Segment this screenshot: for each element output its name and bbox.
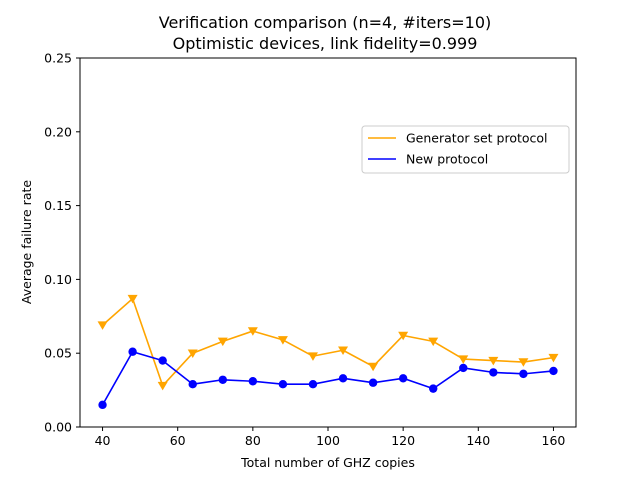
y-tick-label: 0.15: [44, 198, 72, 213]
data-point-generator-set: [488, 356, 499, 366]
x-tick-label: 100: [316, 433, 340, 448]
data-point-generator-set: [247, 327, 258, 336]
data-point-generator-set: [548, 353, 559, 363]
x-tick-label: 140: [466, 433, 490, 448]
y-axis-label: Average failure rate: [19, 180, 34, 304]
data-point-new-protocol: [459, 363, 468, 373]
data-point-new-protocol: [429, 384, 438, 393]
data-point-new-protocol: [158, 356, 167, 365]
legend-box: [361, 125, 570, 174]
legend-label-generator-set: Generator set protocol: [406, 131, 548, 146]
x-tick-label: 80: [245, 433, 261, 448]
data-point-generator-set: [458, 355, 469, 364]
x-tick-label: 160: [542, 433, 566, 448]
data-point-generator-set: [368, 362, 379, 372]
legend-label-new-protocol: New protocol: [406, 152, 488, 167]
y-axis: 0.00 0.05 0.10 0.15 0.20 0.25: [44, 51, 80, 435]
data-point-new-protocol: [188, 379, 197, 389]
series-new-protocol: [98, 347, 558, 410]
data-point-generator-set: [217, 337, 228, 347]
data-point-new-protocol: [398, 374, 408, 383]
y-tick-label: 0.20: [44, 124, 72, 139]
data-point-new-protocol: [128, 347, 137, 356]
chart-title: Verification comparison (n=4, #iters=10): [159, 13, 492, 32]
data-point-new-protocol: [248, 377, 258, 386]
y-tick-label: 0.00: [44, 420, 72, 435]
data-point-generator-set: [428, 337, 439, 347]
data-point-new-protocol: [368, 378, 378, 387]
chart-subtitle: Optimistic devices, link fidelity=0.999: [173, 34, 478, 53]
series-layer: [97, 294, 559, 410]
data-point-generator-set: [338, 346, 349, 355]
data-point-new-protocol: [489, 368, 498, 377]
data-point-generator-set: [518, 358, 529, 367]
series-line-new-protocol: [101, 350, 554, 406]
data-point-new-protocol: [549, 366, 558, 376]
x-axis-label: Total number of GHZ copies: [240, 455, 415, 470]
y-tick-label: 0.25: [44, 51, 72, 66]
data-point-generator-set: [97, 321, 108, 330]
data-point-new-protocol: [519, 369, 528, 379]
series-line-generator-set: [102, 297, 554, 387]
data-point-generator-set: [157, 381, 168, 391]
x-tick-label: 60: [170, 433, 186, 448]
legend: Generator set protocol New protocol: [361, 125, 570, 174]
data-point-new-protocol: [218, 375, 227, 384]
y-tick-label: 0.10: [44, 272, 72, 287]
data-point-generator-set: [307, 352, 318, 361]
data-point-generator-set: [187, 349, 198, 358]
data-point-new-protocol: [338, 374, 348, 383]
x-tick-label: 40: [95, 433, 111, 448]
data-point-new-protocol: [308, 379, 318, 389]
data-point-new-protocol: [278, 379, 288, 389]
data-point-generator-set: [398, 331, 409, 341]
data-point-generator-set: [277, 336, 288, 345]
x-axis: 40 60 80 100 120 140 160: [95, 427, 566, 448]
data-point-new-protocol: [98, 400, 107, 410]
x-tick-label: 120: [391, 433, 415, 448]
series-generator-set: [97, 294, 559, 391]
y-tick-label: 0.05: [44, 346, 72, 361]
data-point-generator-set: [127, 294, 138, 304]
